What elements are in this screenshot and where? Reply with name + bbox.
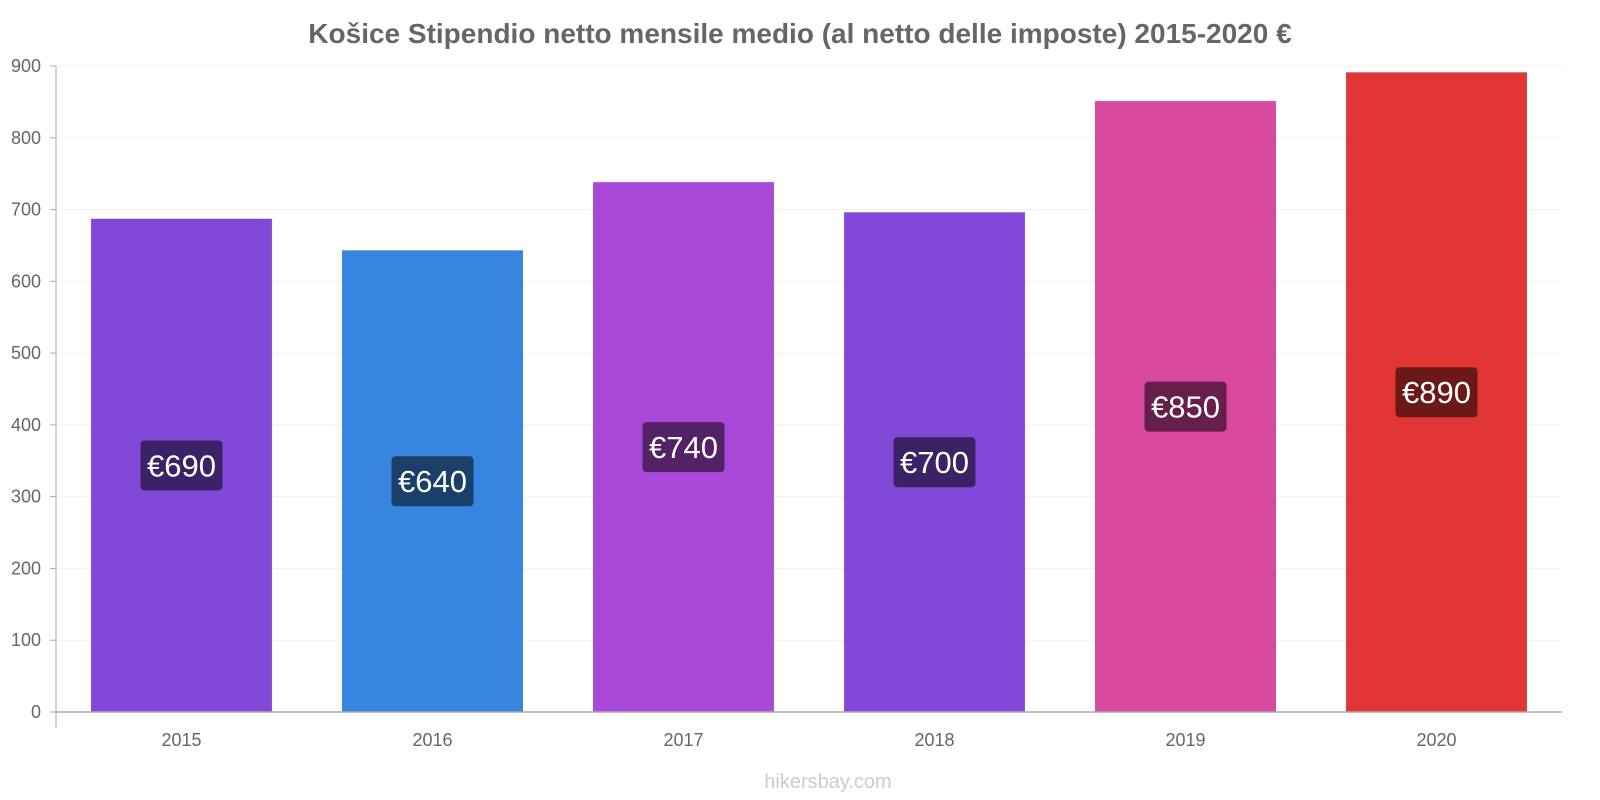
y-tick-label: 700	[11, 200, 41, 220]
bars	[90, 71, 1528, 713]
y-tick-label: 300	[11, 487, 41, 507]
y-tick-label: 200	[11, 558, 41, 578]
y-tick-label: 400	[11, 415, 41, 435]
x-tick-label: 2019	[1165, 730, 1205, 750]
value-label: €850	[1151, 390, 1220, 425]
value-label: €640	[398, 464, 467, 499]
x-tick-label: 2020	[1416, 730, 1456, 750]
value-label-bg	[893, 437, 976, 488]
y-tick-label: 500	[11, 343, 41, 363]
x-tick-label: 2018	[914, 730, 954, 750]
watermark: hikersbay.com	[764, 771, 891, 793]
value-label: €740	[649, 430, 718, 465]
value-label: €890	[1402, 375, 1471, 410]
y-tick-label: 100	[11, 630, 41, 650]
value-label: €700	[900, 445, 969, 480]
value-label: €690	[147, 448, 216, 483]
x-axis: 2015 2016 2017 2018 2019 2020	[56, 711, 1562, 750]
value-label-bg	[1144, 381, 1227, 432]
chart-title: Košice Stipendio netto mensile medio (al…	[308, 18, 1292, 49]
x-tick-label: 2016	[412, 730, 452, 750]
value-label-bg	[391, 456, 474, 507]
value-labels: €690 €640 €740 €700 €850 €890	[140, 367, 1478, 507]
value-label-bg	[140, 440, 223, 491]
y-axis: 0 100 200 300 400 500 600 700 800 900	[11, 56, 57, 728]
value-label-bg	[1395, 367, 1478, 418]
grid-lines	[56, 65, 1562, 641]
value-label-bg	[642, 422, 725, 473]
y-tick-label: 800	[11, 128, 41, 148]
y-tick-label: 600	[11, 271, 41, 291]
x-tick-label: 2015	[161, 730, 201, 750]
x-tick-label: 2017	[663, 730, 703, 750]
y-tick-label: 0	[31, 702, 41, 722]
y-tick-label: 900	[11, 56, 41, 76]
